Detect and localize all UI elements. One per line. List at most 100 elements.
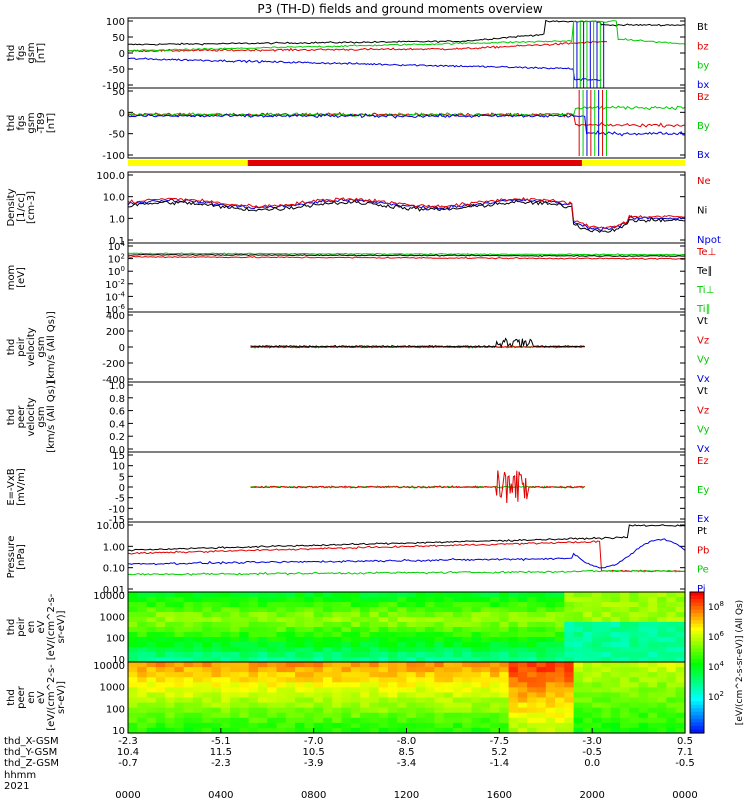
peir-spec-cell xyxy=(582,652,593,658)
peir-spec-cell xyxy=(174,657,185,663)
peer-spec-cell xyxy=(239,697,250,704)
peer-spec-cell xyxy=(647,682,658,688)
peir-spec-cell xyxy=(387,657,398,663)
peer-spec-cell xyxy=(545,677,556,683)
peir-spec-cell xyxy=(341,637,352,643)
colorbar-tick-exp-3: 2 xyxy=(719,690,723,698)
peer-spec-cell xyxy=(360,667,370,673)
peer-spec-cell xyxy=(536,717,547,724)
peir-spec-cell xyxy=(573,612,584,618)
peir-spec-cell xyxy=(360,637,370,643)
peer-spec-cell xyxy=(638,707,649,714)
peir-spec-cell xyxy=(239,622,250,628)
peer-spec-cell xyxy=(657,682,668,688)
peir-spec-cell xyxy=(211,607,222,613)
peir-spec-cell xyxy=(295,622,305,628)
peir-spec-cell xyxy=(341,622,352,628)
ytick-exp-temperature-5: -6 xyxy=(118,303,126,311)
peer-spec-cell xyxy=(610,687,621,694)
peir-spec-cell xyxy=(601,657,612,663)
peir-spec-cell xyxy=(128,627,138,633)
peir-spec-cell xyxy=(629,617,640,623)
peer-spec-cell xyxy=(582,697,593,704)
peer-spec-cell xyxy=(675,707,686,714)
peer-spec-cell xyxy=(397,697,408,704)
peer-spec-cell xyxy=(322,702,333,709)
peer-spec-cell xyxy=(555,722,565,729)
peer-spec-cell xyxy=(211,677,222,683)
peir-spec-cell xyxy=(527,642,538,648)
peer-spec-cell xyxy=(620,687,630,694)
peir-spec-cell xyxy=(452,617,463,623)
peer-spec-cell xyxy=(285,712,296,719)
peer-spec-cell xyxy=(313,697,324,704)
peer-spec-cell xyxy=(230,707,240,714)
peer-spec-cell xyxy=(582,677,593,683)
peir-spec-cell xyxy=(192,637,203,643)
peer-spec-cell xyxy=(183,672,194,678)
peer-spec-cell xyxy=(434,677,445,683)
series-temp-Tipar xyxy=(128,252,686,256)
peer-spec-cell xyxy=(230,682,240,688)
peir-spec-cell xyxy=(174,607,185,613)
peer-spec-cell xyxy=(666,702,677,709)
peir-spec-cell xyxy=(675,592,686,598)
peir-spec-cell xyxy=(192,642,203,648)
xtick-label-1: 0400 xyxy=(208,790,233,800)
peer-spec-cell xyxy=(638,722,649,729)
ytick-density-2: 1.0 xyxy=(109,214,125,225)
peer-spec-cell xyxy=(545,712,556,719)
peir-spec-cell xyxy=(601,602,612,608)
peer-spec-cell xyxy=(536,677,547,683)
peir-spec-cell xyxy=(387,592,398,598)
peer-spec-cell xyxy=(304,682,315,688)
peir-spec-cell xyxy=(620,617,630,623)
peer-spec-cell xyxy=(425,672,435,678)
peer-spec-cell xyxy=(536,667,547,673)
peir-spec-cell xyxy=(313,607,324,613)
peer-spec-cell xyxy=(555,712,565,719)
peer-spec-cell xyxy=(137,722,148,729)
peer-spec-cell xyxy=(183,692,194,699)
peir-spec-cell xyxy=(462,602,473,608)
legend-fgs_dip-2: Bx xyxy=(697,150,710,161)
peir-spec-cell xyxy=(332,632,343,638)
peir-spec-cell xyxy=(638,612,649,618)
peer-spec-cell xyxy=(610,667,621,673)
peir-spec-cell xyxy=(313,657,324,663)
peer-spec-cell xyxy=(480,702,491,709)
peer-spec-cell xyxy=(620,662,630,668)
peer-spec-cell xyxy=(527,722,538,729)
peer-spec-cell xyxy=(183,662,194,668)
peir-spec-cell xyxy=(295,657,305,663)
peir-spec-cell xyxy=(601,612,612,618)
peer-spec-cell xyxy=(415,687,426,694)
peir-spec-cell xyxy=(462,632,473,638)
peir-spec-cell xyxy=(629,657,640,663)
peer-spec-cell xyxy=(601,722,612,729)
peer-spec-cell xyxy=(647,727,658,734)
peer-spec-cell xyxy=(406,667,417,673)
peer-spec-cell xyxy=(610,682,621,688)
peer-spec-cell xyxy=(276,677,287,683)
peir-spec-cell xyxy=(360,607,370,613)
peer-spec-cell xyxy=(257,707,268,714)
peir-spec-cell xyxy=(629,592,640,598)
peer-spec-cell xyxy=(452,722,463,729)
peir-spec-cell xyxy=(248,627,259,633)
peer-spec-cell xyxy=(285,692,296,699)
ytick-efield-1: 10 xyxy=(112,462,125,473)
ytick-exp-temperature-2: 0 xyxy=(121,265,125,273)
peir-spec-cell xyxy=(666,652,677,658)
ytick-exp-temperature-1: 2 xyxy=(121,253,125,261)
peer-spec-cell xyxy=(378,727,389,734)
peer-spec-cell xyxy=(128,697,138,704)
peer-spec-cell xyxy=(295,722,305,729)
peer-spec-cell xyxy=(322,717,333,724)
peir-spec-cell xyxy=(350,647,361,653)
peir-spec-cell xyxy=(322,647,333,653)
peer-spec-cell xyxy=(174,692,185,699)
peer-spec-cell xyxy=(490,682,500,688)
peir-spec-cell xyxy=(137,602,148,608)
peer-spec-cell xyxy=(165,672,176,678)
